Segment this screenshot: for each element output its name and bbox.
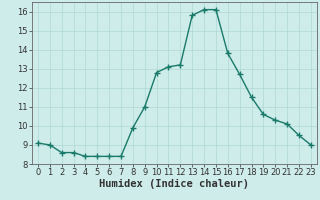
X-axis label: Humidex (Indice chaleur): Humidex (Indice chaleur): [100, 179, 249, 189]
